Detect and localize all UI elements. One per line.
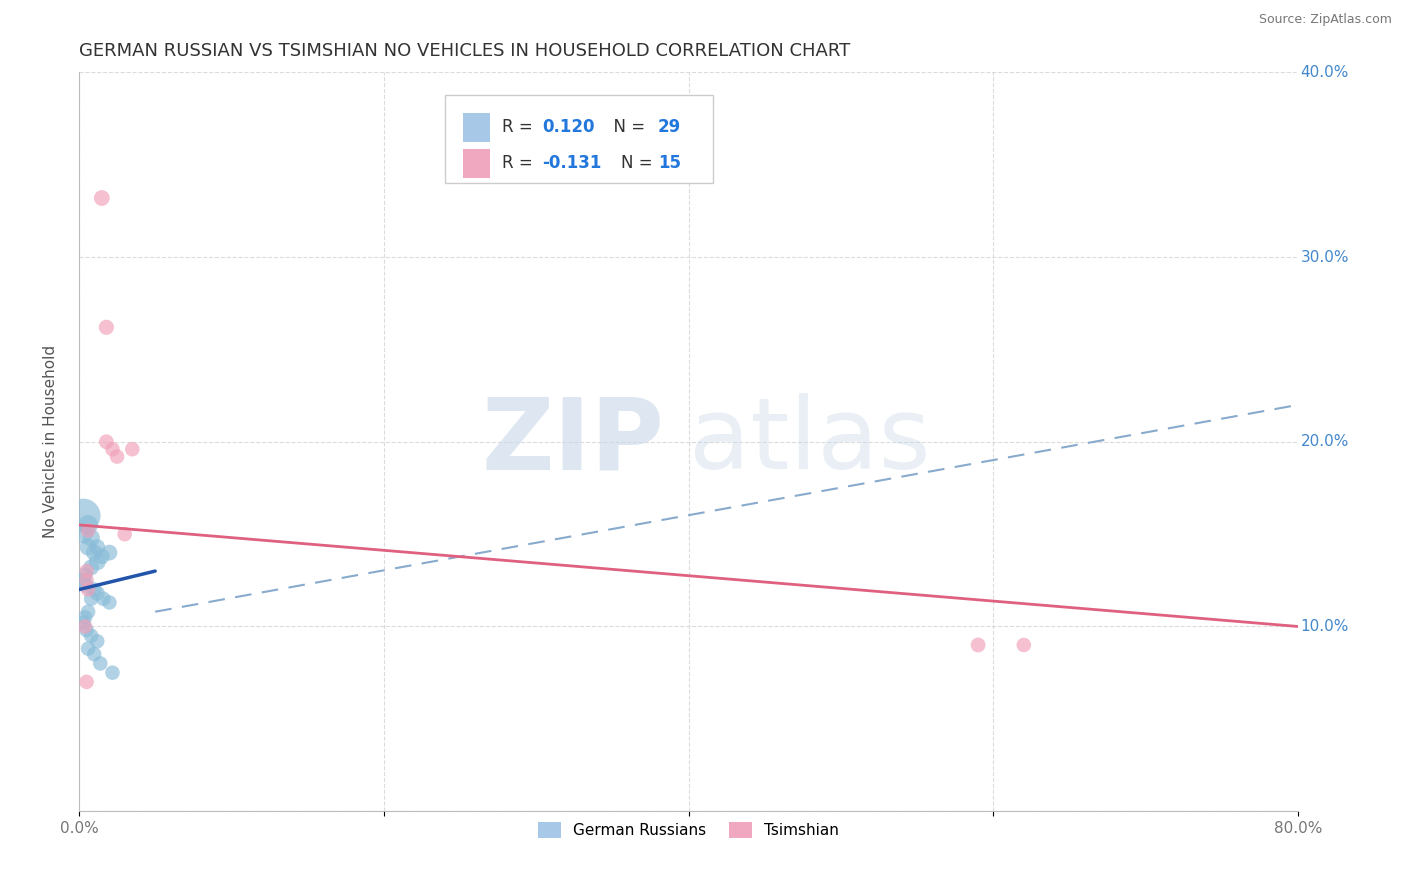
Point — [86, 586, 108, 600]
Point — [76, 674, 98, 689]
Point — [72, 574, 94, 588]
Point — [80, 629, 103, 643]
Point — [83, 582, 105, 597]
Point — [76, 579, 98, 593]
Point — [1012, 638, 1035, 652]
Point — [98, 546, 121, 560]
Text: atlas: atlas — [689, 393, 931, 491]
Point — [121, 442, 143, 457]
Text: ZIP: ZIP — [481, 393, 664, 491]
Point — [77, 582, 100, 597]
Point — [91, 591, 114, 606]
Point — [89, 657, 111, 671]
Text: N =: N = — [603, 118, 651, 136]
FancyBboxPatch shape — [463, 113, 489, 143]
Point — [86, 540, 108, 554]
Text: 29: 29 — [658, 118, 682, 136]
Text: 30.0%: 30.0% — [1301, 250, 1350, 265]
Point — [83, 647, 105, 661]
Point — [101, 665, 124, 680]
Point — [72, 527, 94, 541]
FancyBboxPatch shape — [444, 95, 713, 183]
Point — [73, 567, 96, 582]
Point — [73, 619, 96, 633]
Point — [83, 546, 105, 560]
Point — [86, 555, 108, 569]
Point — [96, 434, 118, 449]
Point — [96, 320, 118, 334]
Point — [72, 615, 94, 630]
Point — [76, 574, 98, 588]
Point — [76, 623, 98, 637]
Point — [77, 641, 100, 656]
Point — [72, 508, 94, 523]
Text: R =: R = — [502, 153, 538, 171]
Text: 15: 15 — [658, 153, 681, 171]
Point — [76, 564, 98, 578]
Legend: German Russians, Tsimshian: German Russians, Tsimshian — [531, 816, 845, 844]
Point — [77, 524, 100, 538]
Point — [80, 531, 103, 545]
Y-axis label: No Vehicles in Household: No Vehicles in Household — [44, 345, 58, 539]
Point — [86, 634, 108, 648]
Text: Source: ZipAtlas.com: Source: ZipAtlas.com — [1258, 13, 1392, 27]
Point — [77, 540, 100, 554]
Point — [105, 450, 128, 464]
FancyBboxPatch shape — [463, 149, 489, 178]
Point — [80, 591, 103, 606]
Point — [73, 610, 96, 624]
Text: GERMAN RUSSIAN VS TSIMSHIAN NO VEHICLES IN HOUSEHOLD CORRELATION CHART: GERMAN RUSSIAN VS TSIMSHIAN NO VEHICLES … — [79, 42, 851, 60]
Point — [967, 638, 990, 652]
Point — [114, 527, 136, 541]
Text: 20.0%: 20.0% — [1301, 434, 1348, 450]
Text: R =: R = — [502, 118, 538, 136]
Text: 40.0%: 40.0% — [1301, 65, 1348, 80]
Point — [77, 605, 100, 619]
Text: -0.131: -0.131 — [543, 153, 602, 171]
Point — [101, 442, 124, 457]
Point — [98, 595, 121, 609]
Point — [90, 191, 112, 205]
Point — [90, 549, 112, 564]
Point — [80, 560, 103, 574]
Text: N =: N = — [621, 153, 658, 171]
Text: 10.0%: 10.0% — [1301, 619, 1348, 634]
Text: 0.120: 0.120 — [543, 118, 595, 136]
Point — [77, 517, 100, 532]
